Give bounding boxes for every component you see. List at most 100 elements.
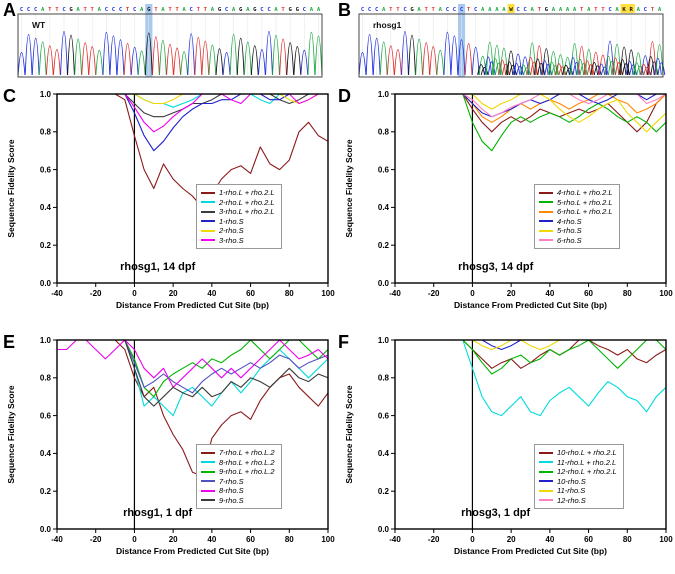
chart-legend: 4-rho.L + rho.2.L 5-rho.L + rho.2.L 6-rho.…: [534, 184, 620, 249]
svg-text:G: G: [69, 7, 73, 13]
legend-item: 2-rho.S: [201, 226, 275, 236]
chart-rhosg1-14dpf: -40 -20 0 20 40 60 80 100 0.0 0.2 0.4 0.6 0.8 1.0 rhos…: [0, 86, 337, 318]
legend-item: 7-rho.S: [201, 477, 275, 487]
svg-text:A: A: [211, 7, 215, 13]
svg-text:C: C: [267, 7, 270, 13]
svg-text:T: T: [197, 7, 201, 13]
svg-text:0.2: 0.2: [378, 487, 390, 496]
svg-text:rhosg1, 1 dpf: rhosg1, 1 dpf: [123, 507, 192, 519]
svg-text:0.8: 0.8: [40, 128, 52, 137]
svg-text:C: C: [460, 7, 463, 13]
legend-item: 9-rho.S: [201, 496, 275, 506]
svg-text:T: T: [601, 7, 605, 13]
svg-text:0.2: 0.2: [40, 487, 52, 496]
svg-text:C: C: [644, 7, 647, 13]
svg-text:0: 0: [132, 535, 137, 544]
legend-item: 4-rho.L + rho.2.L: [539, 188, 613, 198]
svg-text:-20: -20: [90, 289, 102, 298]
svg-text:C: C: [112, 7, 115, 13]
panel-label-c: C: [3, 86, 16, 106]
svg-text:K: K: [622, 7, 626, 13]
svg-text:T: T: [55, 7, 59, 13]
legend-item: 2-rho.L + rho.2.L: [201, 198, 275, 208]
svg-text:rhosg1, 14 dpf: rhosg1, 14 dpf: [120, 261, 196, 273]
svg-text:0.8: 0.8: [378, 128, 390, 137]
legend-label: 6-rho.S: [557, 235, 582, 245]
legend-swatch: [201, 451, 215, 454]
legend-label: 10-rho.L + rho.2.L: [557, 448, 617, 457]
svg-text:-40: -40: [51, 535, 63, 544]
svg-text:A: A: [182, 7, 186, 13]
legend-label: 8-rho.L + rho.L.2: [219, 457, 275, 467]
svg-text:Distance From Predicted Cut Si: Distance From Predicted Cut Site (bp): [116, 546, 269, 556]
svg-text:T: T: [204, 7, 208, 13]
svg-text:0.0: 0.0: [378, 279, 390, 288]
svg-text:T: T: [425, 7, 429, 13]
svg-text:0.2: 0.2: [40, 241, 52, 250]
svg-text:G: G: [147, 7, 151, 13]
legend-item: 4-rho.S: [539, 217, 613, 227]
svg-text:20: 20: [507, 289, 516, 298]
legend-item: 10-rho.L + rho.2.L: [539, 448, 617, 458]
svg-text:C: C: [225, 7, 228, 13]
legend-item: 11-rho.S: [539, 486, 617, 496]
svg-text:40: 40: [545, 535, 554, 544]
panel-label-a: A: [3, 0, 16, 20]
chart-rhosg3-14dpf: -40 -20 0 20 40 60 80 100 0.0 0.2 0.4 0.6 0.8 1.0 rhos…: [338, 86, 675, 318]
panel-label-b: B: [338, 0, 351, 20]
svg-text:Sequence Fidelity Score: Sequence Fidelity Score: [344, 385, 354, 484]
legend-label: 7-rho.L + rho.L.2: [219, 448, 275, 457]
legend-swatch: [201, 480, 215, 483]
svg-text:A: A: [488, 7, 492, 13]
chart-legend: 1-rho.L + rho.2.L 2-rho.L + rho.2.L 3-rho.…: [196, 184, 282, 249]
svg-text:Sequence Fidelity Score: Sequence Fidelity Score: [6, 385, 16, 484]
svg-text:20: 20: [169, 289, 178, 298]
svg-text:0.8: 0.8: [378, 374, 390, 383]
svg-text:C: C: [608, 7, 611, 13]
svg-text:Sequence Fidelity Score: Sequence Fidelity Score: [6, 139, 16, 238]
legend-label: 5-rho.S: [557, 226, 582, 235]
legend-swatch: [539, 210, 553, 213]
chart-rhosg3-1dpf: -40 -20 0 20 40 60 80 100 0.0 0.2 0.4 0.6 0.8 1.0 rhos…: [338, 332, 675, 564]
svg-text:40: 40: [207, 289, 216, 298]
svg-text:A: A: [495, 7, 499, 13]
svg-text:A: A: [573, 7, 577, 13]
legend-swatch: [201, 201, 215, 204]
svg-text:T: T: [396, 7, 400, 13]
svg-text:A: A: [232, 7, 236, 13]
svg-text:0.6: 0.6: [378, 411, 390, 420]
svg-text:100: 100: [659, 289, 673, 298]
svg-text:C: C: [105, 7, 108, 13]
svg-text:0.6: 0.6: [40, 165, 52, 174]
svg-text:G: G: [296, 7, 300, 13]
svg-text:T: T: [389, 7, 393, 13]
chart-legend: 10-rho.L + rho.2.L 11-rho.L + rho.2.L 12-r…: [534, 444, 624, 509]
svg-text:0.4: 0.4: [378, 449, 390, 458]
legend-swatch: [539, 489, 553, 492]
svg-text:0: 0: [132, 289, 137, 298]
svg-text:60: 60: [246, 289, 255, 298]
legend-label: 3-rho.L + rho.2.L: [219, 207, 275, 216]
svg-text:A: A: [531, 7, 535, 13]
legend-swatch: [201, 220, 215, 223]
legend-swatch: [201, 489, 215, 492]
svg-text:A: A: [76, 7, 80, 13]
svg-text:C: C: [453, 7, 456, 13]
chart-rhosg1-1dpf: -40 -20 0 20 40 60 80 100 0.0 0.2 0.4 0.6 0.8 1.0 rhos…: [0, 332, 337, 564]
legend-item: 12-rho.S: [539, 496, 617, 506]
svg-text:Distance From Predicted Cut Si: Distance From Predicted Cut Site (bp): [454, 300, 607, 310]
legend-item: 5-rho.S: [539, 226, 613, 236]
legend-item: 3-rho.S: [201, 236, 275, 246]
svg-text:A: A: [317, 7, 321, 13]
legend-label: 3-rho.S: [219, 235, 244, 245]
svg-text:T: T: [594, 7, 598, 13]
svg-text:Distance From Predicted Cut Si: Distance From Predicted Cut Site (bp): [454, 546, 607, 556]
svg-text:80: 80: [623, 289, 632, 298]
legend-label: 4-rho.L + rho.2.L: [557, 188, 613, 197]
legend-swatch: [539, 499, 553, 502]
svg-text:A: A: [382, 7, 386, 13]
svg-text:0.4: 0.4: [40, 449, 52, 458]
legend-swatch: [539, 201, 553, 204]
